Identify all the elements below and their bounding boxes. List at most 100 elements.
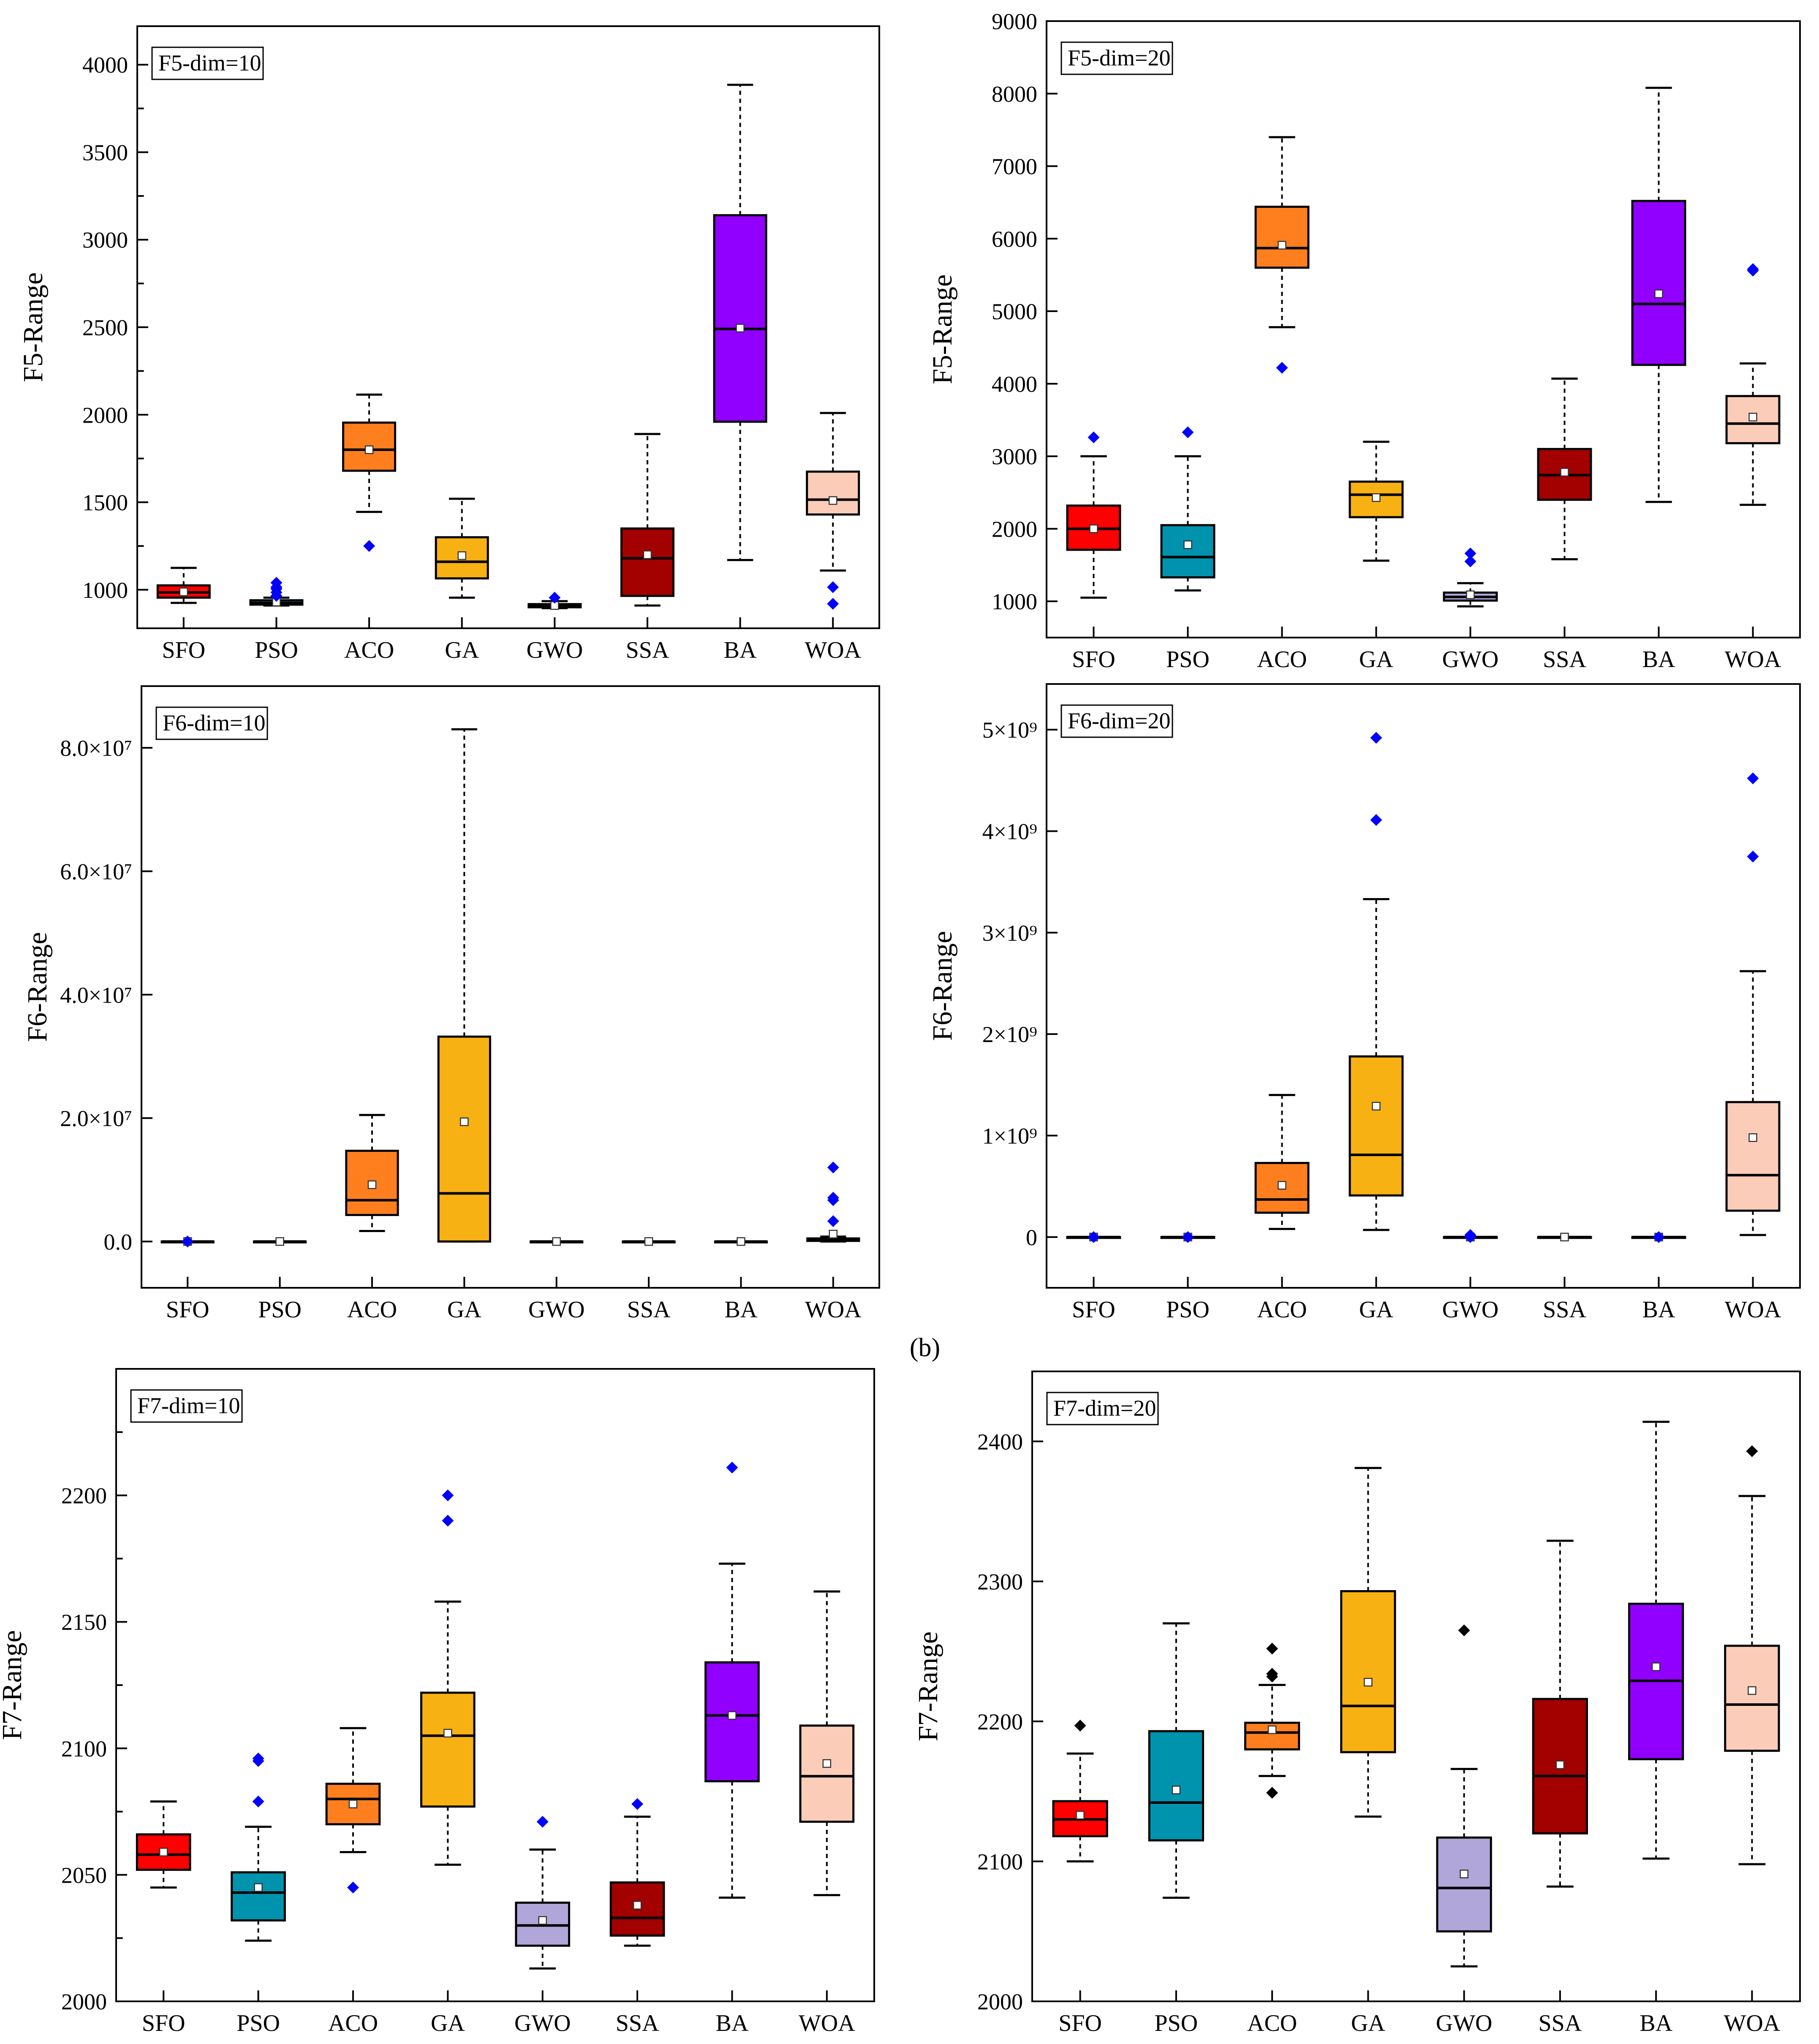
box-woa: WOA [1725, 263, 1781, 673]
box-aco: ACO [1244, 1642, 1300, 2036]
y-tick-label: 8.0×10⁷ [60, 736, 132, 761]
y-axis-label: F5-Range [927, 274, 958, 384]
x-tick-label: GWO [1442, 1297, 1499, 1323]
plot-frame [1046, 683, 1801, 1289]
iqr-box [1725, 1101, 1781, 1212]
x-tick-label: PSO [1166, 646, 1210, 673]
mean-marker [275, 1237, 284, 1246]
mean-marker [737, 1237, 745, 1246]
x-tick-label: SFO [1058, 2010, 1102, 2036]
iqr-box [1349, 1055, 1404, 1197]
mean-marker [1278, 1181, 1286, 1190]
x-tick-label: ACO [1257, 1297, 1307, 1323]
box-woa: WOA [799, 1590, 855, 2036]
x-tick-label: GA [445, 637, 479, 663]
iqr-box [620, 527, 674, 597]
box-pso: PSO [1160, 426, 1215, 673]
outlier-point [1653, 1231, 1665, 1243]
outlier-point [1464, 555, 1476, 567]
outlier-point [1747, 263, 1759, 275]
y-tick-label: 0 [1026, 1225, 1037, 1250]
mean-marker [1748, 1686, 1756, 1695]
mean-marker [364, 445, 374, 454]
outlier-point [1370, 732, 1382, 744]
x-tick-label: GA [1351, 2010, 1385, 2036]
x-tick-label: GWO [1442, 646, 1499, 673]
x-tick-label: PSO [237, 2010, 280, 2036]
y-tick-label: 3×10⁹ [982, 920, 1037, 946]
box-sfo: SFO [136, 1800, 191, 2036]
box-pso: PSO [1160, 1231, 1215, 1323]
iqr-box [420, 1691, 476, 1808]
x-tick-label: ACO [347, 1297, 397, 1323]
outlier-point [1088, 431, 1100, 443]
y-tick-label: 8000 [992, 81, 1037, 107]
y-tick-label: 4000 [992, 372, 1037, 397]
box-pso: PSO [249, 577, 304, 663]
y-tick-label: 3000 [992, 444, 1037, 470]
y-tick-label: 1000 [992, 589, 1037, 614]
box-sfo: SFO [1052, 1719, 1108, 2036]
box-ssa: SSA [620, 433, 674, 663]
x-tick-label: GA [431, 2010, 465, 2036]
box-ssa: SSA [609, 1798, 665, 2036]
x-tick-label: ACO [1257, 646, 1307, 673]
x-tick-label: SSA [616, 2010, 659, 2036]
mean-marker [736, 323, 745, 333]
mean-marker [1748, 1133, 1757, 1142]
mean-marker [159, 1848, 168, 1857]
chart-f7_20: 2000 2100 2200 2300 2400 F7-Range F7-dim=20 SFO… [913, 1371, 1801, 2036]
mean-marker [1089, 524, 1098, 533]
outlier-point [827, 1162, 839, 1173]
x-tick-label: ACO [1247, 2010, 1297, 2036]
chart-title: F6-dim=20 [1068, 708, 1170, 733]
outlier-point [1747, 850, 1759, 863]
x-tick-label: PSO [1155, 2010, 1198, 2036]
outlier-point [1276, 362, 1288, 374]
outlier-point [442, 1515, 454, 1527]
box-pso: PSO [253, 1237, 307, 1323]
outlier-point [1074, 1719, 1086, 1732]
outlier-point [252, 1752, 264, 1764]
iqr-box [1631, 200, 1686, 366]
x-tick-label: BA [1642, 646, 1675, 673]
box-sfo: SFO [156, 567, 211, 663]
chart-title-frame [155, 706, 268, 740]
y-axis-label: F7-Range [913, 1631, 943, 1741]
box-aco: ACO [345, 1114, 399, 1323]
box-ssa: SSA [622, 1237, 676, 1323]
box-aco: ACO [342, 394, 397, 663]
x-tick-label: PSO [258, 1297, 302, 1323]
box-ba: BA [1631, 87, 1686, 673]
iqr-box [1254, 1162, 1310, 1214]
x-tick-label: SFO [162, 637, 205, 663]
y-tick-label: 2200 [61, 1483, 107, 1509]
box-pso: PSO [231, 1752, 286, 2036]
x-tick-label: PSO [1166, 1297, 1210, 1323]
mean-marker [644, 1237, 653, 1246]
y-tick-label: 6000 [992, 226, 1037, 252]
iqr-box [713, 214, 767, 423]
y-tick-label: 2000 [82, 402, 128, 428]
outlier-point [1747, 772, 1759, 784]
y-tick-label: 5×10⁹ [982, 717, 1037, 743]
box-ga: GA [435, 497, 489, 663]
chart-f5_20: 1000 2000 3000 4000 5000 6000 7000 8000 9000 F5-R… [927, 9, 1801, 673]
box-gwo: GWO [1442, 1229, 1499, 1323]
outlier-point [827, 597, 839, 610]
x-tick-label: GA [447, 1297, 481, 1323]
y-tick-label: 5000 [992, 299, 1037, 324]
x-tick-label: GWO [1436, 2010, 1493, 2036]
box-sfo: SFO [1066, 431, 1121, 673]
y-tick-label: 2×10⁹ [982, 1022, 1037, 1047]
y-tick-label: 2300 [977, 1569, 1023, 1594]
x-tick-label: SFO [1072, 646, 1115, 673]
y-tick-label: 4.0×10⁷ [60, 983, 132, 1008]
x-tick-label: ACO [344, 637, 394, 663]
chart-f6_20: 1×10⁹ 2×10⁹ 3×10⁹ 4×10⁹ 5×10⁹ 0 F6-Range F6-dim… [927, 683, 1801, 1323]
x-tick-label: SFO [166, 1297, 209, 1323]
y-tick-label: 2200 [977, 1709, 1023, 1735]
iqr-box [806, 470, 860, 516]
chart-title-frame [1060, 704, 1173, 738]
x-tick-label: WOA [805, 637, 861, 663]
